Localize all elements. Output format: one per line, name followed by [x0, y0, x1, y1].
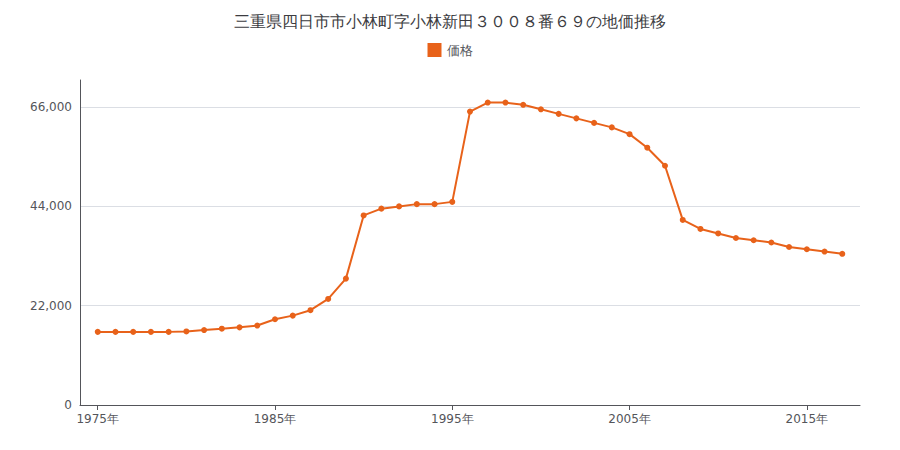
svg-text:価格: 価格 [447, 43, 473, 58]
svg-text:44,000: 44,000 [30, 199, 72, 213]
svg-text:2015年: 2015年 [786, 412, 829, 426]
svg-text:三重県四日市市小林町字小林新田３００８番６９の地価推移: 三重県四日市市小林町字小林新田３００８番６９の地価推移 [234, 12, 666, 31]
svg-text:1975年: 1975年 [76, 412, 119, 426]
svg-text:22,000: 22,000 [30, 299, 72, 313]
svg-text:1995年: 1995年 [431, 412, 474, 426]
svg-text:0: 0 [64, 398, 72, 412]
svg-text:1985年: 1985年 [254, 412, 297, 426]
svg-text:2005年: 2005年 [608, 412, 651, 426]
svg-text:66,000: 66,000 [30, 100, 72, 114]
